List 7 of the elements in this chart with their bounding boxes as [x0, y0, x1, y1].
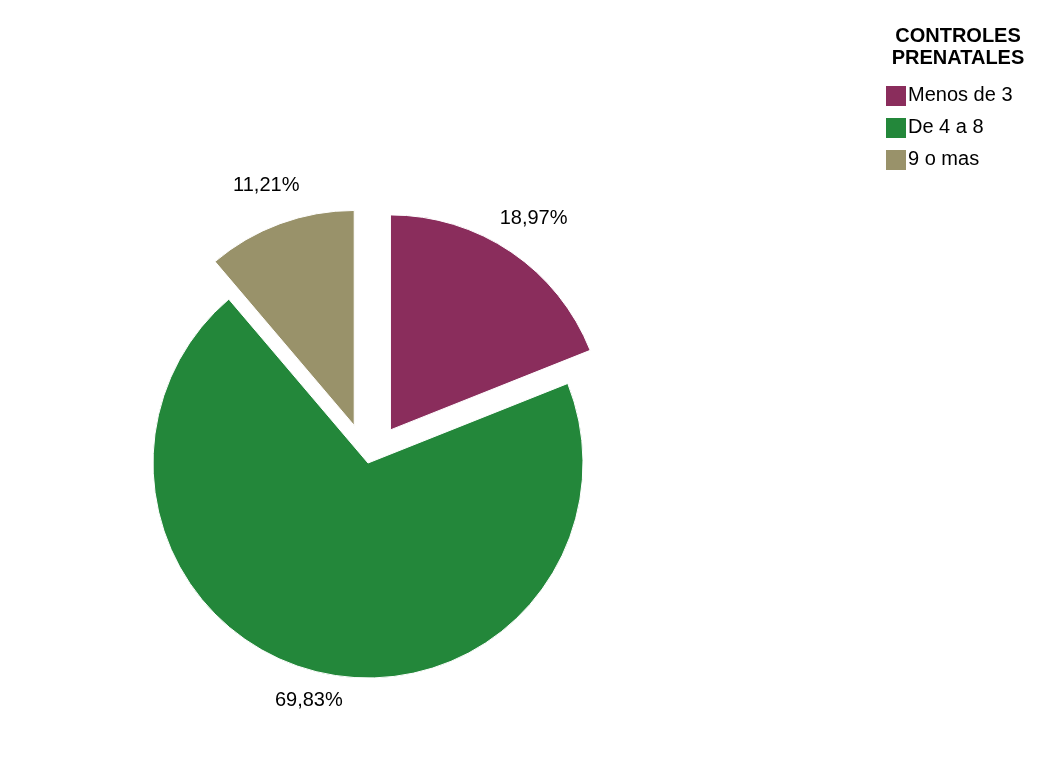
data-label: 18,97% [499, 206, 568, 229]
data-label: 11,21% [233, 173, 300, 196]
legend-label: De 4 a 8 [908, 115, 984, 138]
legend-label: 9 o mas [908, 147, 980, 170]
data-label: 69,83% [274, 688, 343, 711]
legend-label: Menos de 3 [908, 83, 1013, 106]
legend-title: CONTROLES PRENATALES [891, 24, 1025, 68]
